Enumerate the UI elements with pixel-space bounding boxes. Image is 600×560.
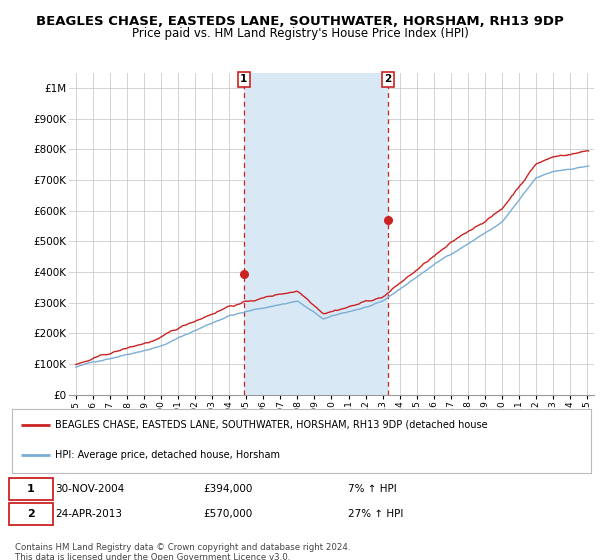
Text: 27% ↑ HPI: 27% ↑ HPI bbox=[348, 509, 403, 519]
Bar bbox=[244, 73, 388, 395]
Text: 2: 2 bbox=[384, 74, 391, 85]
Text: Price paid vs. HM Land Registry's House Price Index (HPI): Price paid vs. HM Land Registry's House … bbox=[131, 27, 469, 40]
Text: Contains HM Land Registry data © Crown copyright and database right 2024.
This d: Contains HM Land Registry data © Crown c… bbox=[15, 543, 350, 560]
Text: 30-NOV-2004: 30-NOV-2004 bbox=[55, 484, 125, 494]
Text: 1: 1 bbox=[27, 484, 35, 494]
Text: £570,000: £570,000 bbox=[203, 509, 253, 519]
Text: 24-APR-2013: 24-APR-2013 bbox=[55, 509, 122, 519]
Text: £394,000: £394,000 bbox=[203, 484, 253, 494]
Text: BEAGLES CHASE, EASTEDS LANE, SOUTHWATER, HORSHAM, RH13 9DP: BEAGLES CHASE, EASTEDS LANE, SOUTHWATER,… bbox=[36, 15, 564, 27]
Text: 1: 1 bbox=[240, 74, 248, 85]
Text: HPI: Average price, detached house, Horsham: HPI: Average price, detached house, Hors… bbox=[55, 450, 280, 460]
Text: 7% ↑ HPI: 7% ↑ HPI bbox=[348, 484, 397, 494]
FancyBboxPatch shape bbox=[9, 478, 53, 500]
FancyBboxPatch shape bbox=[9, 503, 53, 525]
Text: BEAGLES CHASE, EASTEDS LANE, SOUTHWATER, HORSHAM, RH13 9DP (detached house: BEAGLES CHASE, EASTEDS LANE, SOUTHWATER,… bbox=[55, 420, 488, 430]
Text: 2: 2 bbox=[27, 509, 35, 519]
